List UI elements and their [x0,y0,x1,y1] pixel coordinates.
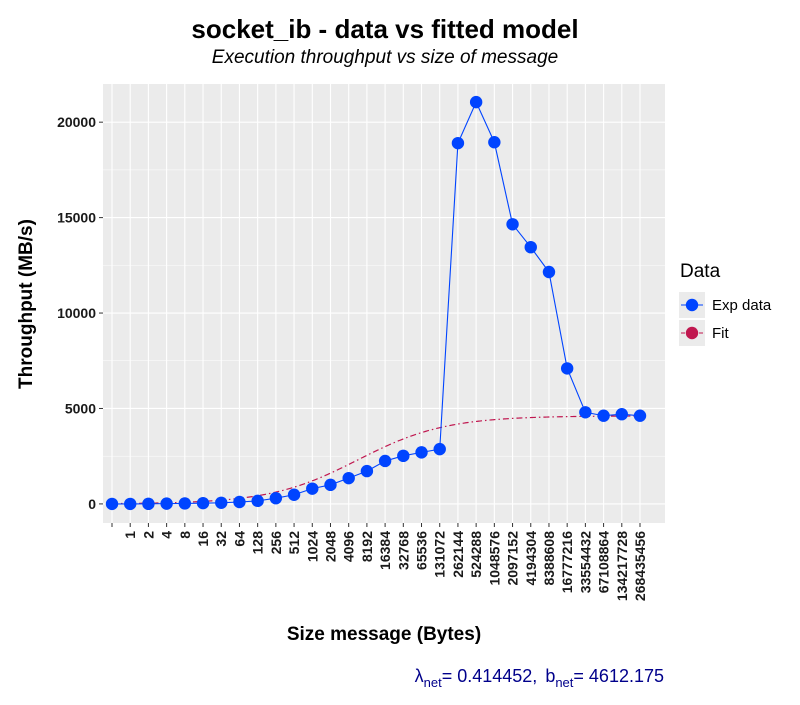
x-tick-label: 8 [177,531,193,539]
fit-series [111,415,641,505]
exp-data-point [324,478,337,492]
grid-lines [103,84,665,523]
exp-data-point [342,471,355,485]
exp-data-point [178,497,192,510]
x-tick-label: 2097152 [505,531,521,586]
legend-item-label: Fit [712,325,729,342]
x-tick-label: 262144 [450,531,466,578]
x-tick-label: 1048576 [486,531,502,586]
exp-data-point [160,497,173,510]
x-tick-label: 512 [286,531,302,555]
y-tick-label: 15000 [57,210,96,226]
exp-data-point [415,446,428,459]
exp-data-point [124,497,137,511]
y-axis-label: Throughput (MB/s) [16,219,37,389]
legend-key-marker [685,326,699,340]
exp-data-point [451,136,465,150]
exp-data-point [597,409,610,422]
x-tick-label: 524288 [468,531,484,578]
b-symbol: b [545,666,555,686]
legend-item-label: Exp data [712,297,772,314]
lambda-value: = 0.414452, [442,666,538,686]
x-tick-label: 1 [122,531,138,539]
exp-data-point [524,240,537,254]
x-tick-label: 1024 [304,531,320,562]
legend-item: Fit [679,320,729,346]
exp-data-point [287,488,301,501]
legend: Data Exp data Fit [679,261,772,346]
y-tick-label: 0 [88,496,96,512]
exp-data-point [196,496,210,510]
x-tick-label: 128 [250,531,266,555]
x-tick-label: 32768 [395,531,411,570]
x-tick-label: 2048 [322,531,338,562]
exp-data-point [215,496,228,509]
x-tick-label: 16384 [377,531,393,570]
x-tick-label: 8192 [359,531,375,562]
exp-data-point [251,494,264,508]
exp-data-point [579,406,592,419]
x-tick-label: 64 [231,531,247,547]
x-tick-label: 268435456 [632,531,648,601]
x-tick-label: 4 [159,531,175,539]
exp-data-point [306,482,319,495]
x-axis-label: Size message (Bytes) [287,624,481,645]
fit-curve [111,415,641,505]
y-axis: 0 5000 10000 15000 20000 [57,114,103,512]
x-tick-label: 256 [268,531,284,555]
x-axis: 1 2 4 8 16 32 64 128 256 512 1024 2048 4096 8192 16384… [111,523,648,601]
x-tick-label: 4194304 [523,531,539,586]
x-tick-label: 2 [140,531,156,539]
x-tick-label: 8388608 [541,531,557,586]
y-tick-label: 5000 [65,400,96,416]
x-tick-label: 65536 [414,531,430,570]
chart-title: socket_ib - data vs fitted model [191,14,578,44]
exp-data-point [397,449,410,463]
x-tick-label: 16777216 [559,531,575,594]
x-tick-label: 33554432 [577,531,593,594]
b-value: = 4612.175 [573,666,664,686]
exp-data-point [105,497,119,511]
x-tick-label: 32 [213,531,229,547]
exp-data-point [378,454,392,468]
fit-parameters-annotation: λnet= 0.414452, bnet= 4612.175 [415,666,664,690]
lambda-subscript: net [424,675,442,690]
exp-data-point [433,442,446,456]
exp-data-point [142,497,155,511]
exp-data-point [542,265,556,279]
x-tick-label: 131072 [432,531,448,578]
exp-data-point [360,464,374,478]
y-tick-label: 10000 [57,305,96,321]
exp-data-point [615,408,628,421]
x-tick-label: 67108864 [596,531,612,594]
x-tick-label: 134217728 [614,531,630,601]
chart-subtitle: Execution throughput vs size of message [212,47,558,68]
exp-data-point [506,218,519,231]
plot-panel [103,84,665,523]
x-tick-label: 16 [195,531,211,547]
b-subscript: net [555,675,573,690]
exp-data-point [560,362,574,375]
legend-item: Exp data [679,292,772,318]
data-series [105,95,647,511]
lambda-symbol: λ [415,666,424,686]
exp-data-point [469,95,483,109]
exp-data-point [233,495,246,509]
exp-data-point [488,136,501,149]
exp-data-point [269,491,283,505]
exp-data-point [633,409,647,422]
legend-key-marker [685,298,699,312]
legend-title: Data [680,261,721,282]
y-tick-label: 20000 [57,114,96,130]
x-tick-label: 4096 [341,531,357,562]
